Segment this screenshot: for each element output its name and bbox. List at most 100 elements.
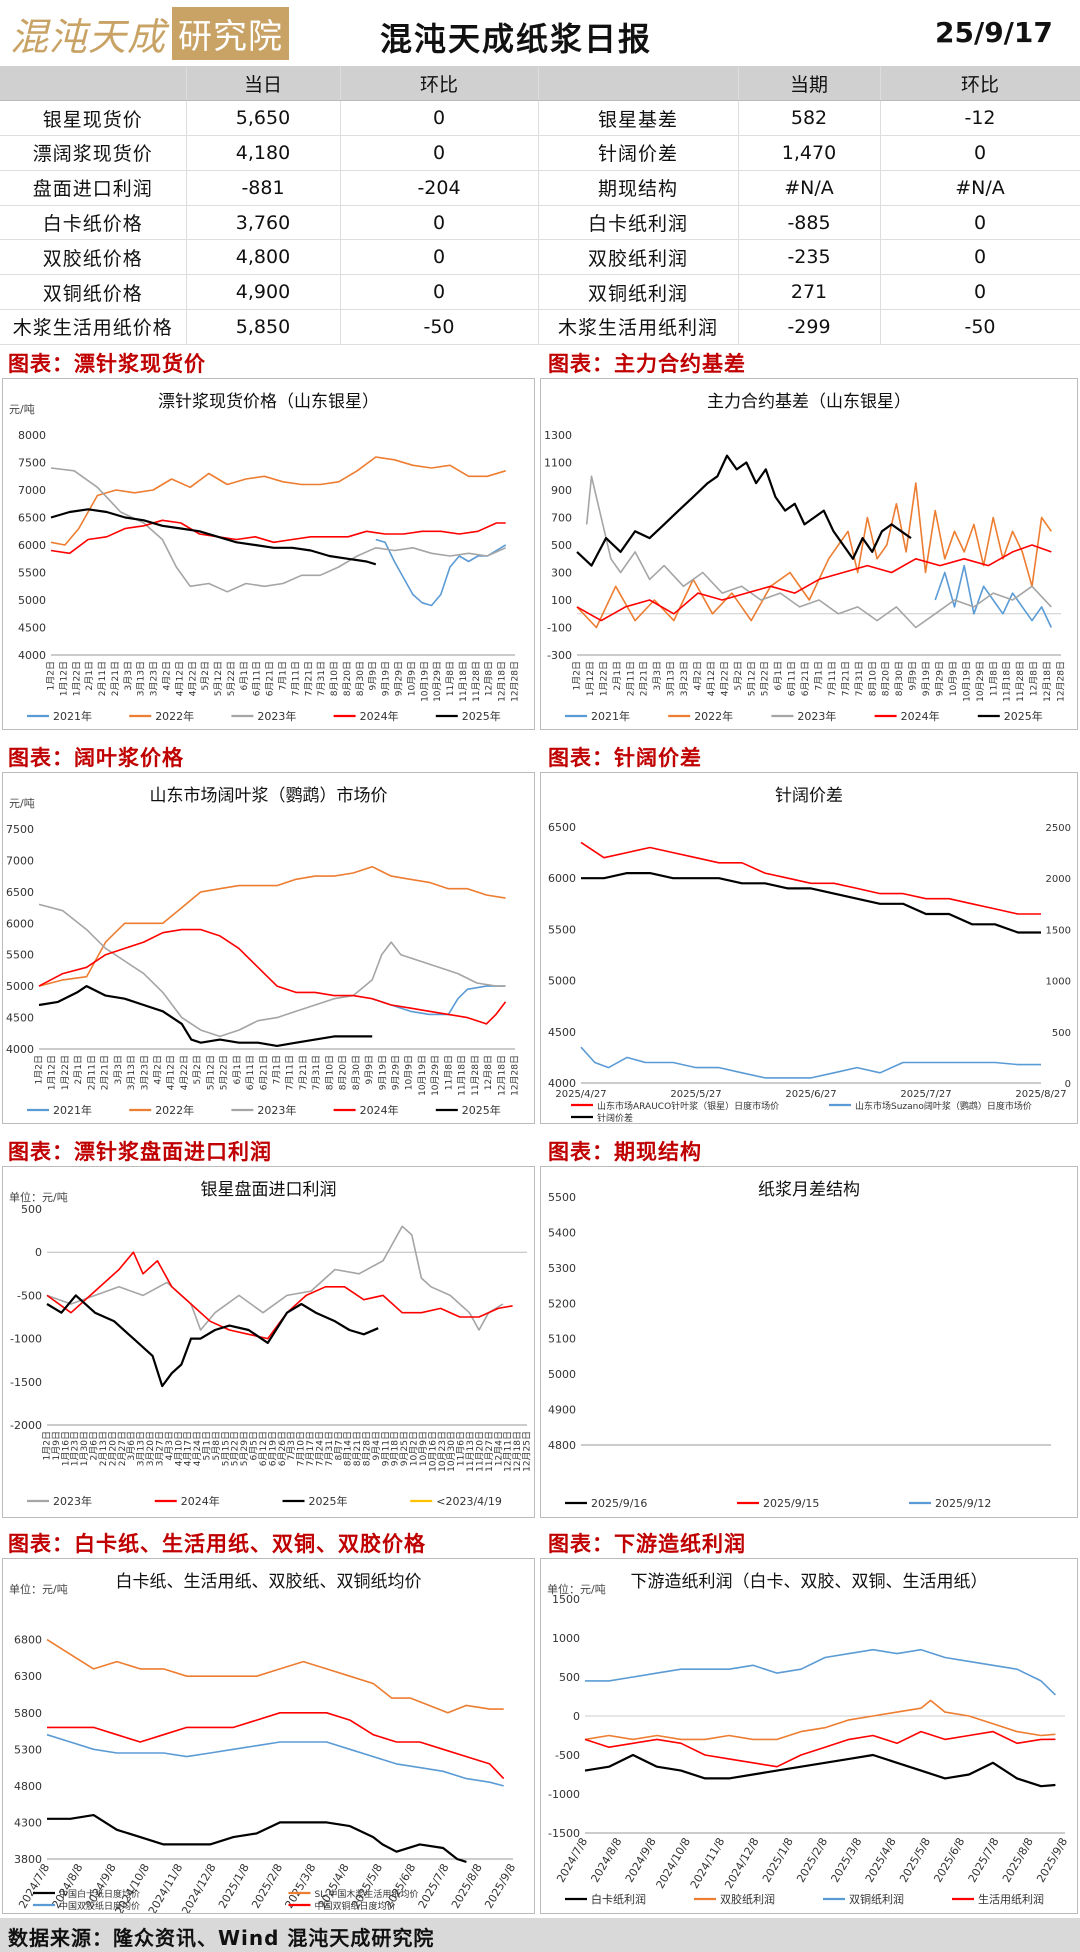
chart-panel-basis: -300 -100 100 300 500 700 900 1100 1300 1月2日 1月12日… bbox=[540, 378, 1078, 730]
x-tick-label: 1月2日 bbox=[46, 661, 57, 690]
table-row: 盘面进口利润 -881 -204 期现结构 #N/A #N/A bbox=[0, 170, 1080, 206]
x-tick-label: 6月11日 bbox=[252, 661, 263, 696]
y-tick-label: 700 bbox=[551, 512, 572, 525]
series-line bbox=[46, 1294, 379, 1388]
chart-svg: 4800 4900 5000 5100 5200 5300 5400 5500 2025/9/1… bbox=[548, 1191, 1051, 1510]
col-header bbox=[538, 66, 739, 102]
row-value: -50 bbox=[340, 309, 539, 345]
x-tick-label: 2月11日 bbox=[97, 661, 108, 696]
legend-label: 双胶纸利润 bbox=[720, 1892, 775, 1906]
x-tick-label: 2024/7/8 bbox=[554, 1836, 590, 1885]
chart-panel-term-structure: 4800 4900 5000 5100 5200 5300 5400 5500 2025/9/1… bbox=[540, 1166, 1078, 1518]
x-tick-label: 7月10日 bbox=[296, 1431, 307, 1466]
x-tick-label: 8月10日 bbox=[324, 1055, 335, 1090]
x-tick-label: 4月12日 bbox=[166, 1055, 177, 1090]
x-tick-label: 8月30日 bbox=[355, 661, 366, 696]
legend-label: 2022年 bbox=[155, 709, 194, 723]
summary-table: 当日 环比 当期 环比 银星现货价 5,650 0 银星基差 582 -12 漂阔浆现货价 4… bbox=[0, 66, 1080, 345]
table-row: 漂阔浆现货价 4,180 0 针阔价差 1,470 0 bbox=[0, 135, 1080, 171]
y-tick-label: 4500 bbox=[548, 1026, 576, 1039]
y-tick-label: 6500 bbox=[548, 821, 576, 834]
legend-label: SL-中国木浆生活用纸均价 bbox=[315, 1888, 419, 1900]
unit-label: 单位：元/吨 bbox=[9, 1583, 68, 1596]
x-tick-label: 10月29日 bbox=[975, 661, 986, 702]
x-tick-label: 6月1日 bbox=[773, 661, 784, 690]
x-tick-label: 2025/1/8 bbox=[760, 1836, 796, 1885]
series-line bbox=[584, 1699, 1056, 1741]
legend-label: 2023年 bbox=[797, 709, 836, 723]
table-row: 双胶纸价格 4,800 0 双胶纸利润 -235 0 bbox=[0, 239, 1080, 276]
unit-label: 单位：元/吨 bbox=[9, 1191, 68, 1204]
chart-title: 主力合约基差（山东银星） bbox=[707, 392, 911, 412]
x-tick-label: 5月22日 bbox=[219, 1055, 230, 1090]
row-label: 漂阔浆现货价 bbox=[0, 135, 187, 171]
section-title: 图表：下游造纸利润 bbox=[548, 1532, 746, 1556]
y-tick-label: 6000 bbox=[548, 872, 576, 885]
y-tick-label: 5100 bbox=[548, 1333, 576, 1346]
y-tick-label: 5500 bbox=[18, 567, 46, 580]
x-tick-label: 10月9日 bbox=[406, 661, 417, 696]
x-tick-label: 2025/7/8 bbox=[416, 1862, 452, 1911]
x-tick-label: 10月29日 bbox=[432, 661, 443, 702]
series-line bbox=[585, 1648, 1056, 1696]
row-label: 木浆生活用纸利润 bbox=[538, 309, 739, 345]
x-tick-label: 5月15日 bbox=[220, 1431, 231, 1466]
unit-label: 元/吨 bbox=[9, 797, 35, 810]
row-label: 白卡纸价格 bbox=[0, 205, 187, 241]
y-tick-label: 4500 bbox=[18, 622, 46, 635]
legend-label: 2025/9/15 bbox=[763, 1497, 819, 1510]
y-tick-label: -1000 bbox=[548, 1788, 580, 1801]
x-tick-label: 8月14日 bbox=[343, 1431, 354, 1466]
x-tick-label: 3月13日 bbox=[126, 1055, 137, 1090]
x-tick-label: 8月7日 bbox=[333, 1431, 344, 1460]
chart-title: 银星盘面进口利润 bbox=[200, 1180, 337, 1200]
row-value: 0 bbox=[880, 205, 1080, 241]
x-tick-label: 2025/9/8 bbox=[1034, 1836, 1070, 1885]
legend-label: 2022年 bbox=[155, 1103, 194, 1117]
x-tick-label: 6月5日 bbox=[249, 1431, 260, 1460]
y-tick-label: -500 bbox=[555, 1749, 580, 1762]
series-line bbox=[375, 538, 507, 607]
x-tick-label: 3月6日 bbox=[126, 1431, 137, 1460]
row-value: 0 bbox=[340, 205, 539, 241]
y-tick-label: 0 bbox=[573, 1710, 580, 1723]
legend-label: 中国双铜纸日度均价 bbox=[315, 1900, 396, 1912]
x-tick-label: 1月23日 bbox=[70, 1431, 81, 1466]
series-line bbox=[50, 519, 506, 555]
legend-label: 2021年 bbox=[53, 709, 92, 723]
x-tick-label: 6月11日 bbox=[787, 661, 798, 696]
row-value: 3,760 bbox=[186, 205, 341, 241]
row-value: 582 bbox=[738, 100, 881, 137]
x-tick-label: 8月20日 bbox=[338, 1055, 349, 1090]
report-date: 25/9/17 bbox=[935, 16, 1053, 49]
x-tick-label: 6月11日 bbox=[245, 1055, 256, 1090]
x-tick-label: 10月16日 bbox=[427, 1431, 438, 1472]
x-tick-label: 2025/7/27 bbox=[900, 1089, 951, 1100]
x-tick-label: 3月23日 bbox=[149, 661, 160, 696]
x-tick-label: 5月22日 bbox=[230, 1431, 241, 1466]
x-tick-label: 1月2日 bbox=[42, 1431, 53, 1460]
section-title: 图表：白卡纸、生活用纸、双铜、双胶价格 bbox=[8, 1532, 426, 1556]
x-tick-label: 10月30日 bbox=[446, 1431, 457, 1472]
y-tick-label: 4800 bbox=[548, 1439, 576, 1452]
x-tick-label: 9月25日 bbox=[399, 1431, 410, 1466]
series-line bbox=[581, 871, 1041, 934]
legend-label: 2021年 bbox=[591, 709, 630, 723]
x-tick-label: 2月13日 bbox=[98, 1431, 109, 1466]
series-line bbox=[584, 1730, 1056, 1768]
y-tick-label: 7500 bbox=[18, 457, 46, 470]
legend-label: 2025年 bbox=[462, 709, 501, 723]
chart-title: 白卡纸、生活用纸、双胶纸、双铜纸均价 bbox=[115, 1572, 422, 1592]
y-tick-label: 8000 bbox=[18, 429, 46, 442]
row-value: 4,900 bbox=[186, 274, 341, 311]
chart-svg: 4000 4500 5000 5500 6000 6500 7000 7500 1月2日 1月12… bbox=[6, 823, 521, 1117]
y-tick-label: 7500 bbox=[6, 823, 34, 836]
series-line bbox=[46, 1251, 513, 1340]
y-tick-label: -1000 bbox=[10, 1333, 42, 1346]
chart-title: 纸浆月差结构 bbox=[758, 1180, 860, 1200]
chart-panel-paper-prices: 3800 4300 4800 5300 5800 6300 6800 2024/7/8 2024… bbox=[2, 1558, 535, 1914]
legend-label: 2023年 bbox=[53, 1494, 92, 1508]
x-tick-label: 7月31日 bbox=[316, 661, 327, 696]
chart-svg: -2000 -1500 -1000 -500 0 500 1月2日 1月9日 1月16日 1月23… bbox=[10, 1203, 532, 1508]
